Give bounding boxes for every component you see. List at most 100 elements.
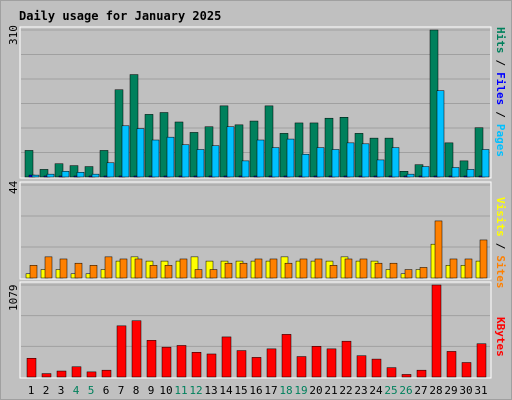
bar-sites: [59, 258, 68, 279]
bar-kbytes: [446, 351, 457, 378]
bar-pages: [241, 160, 250, 178]
bar-sites: [464, 258, 473, 279]
panel-kbytes: [19, 281, 492, 379]
bar-kbytes: [26, 357, 37, 378]
legend-files: Files: [494, 72, 507, 105]
bar-sites: [74, 262, 83, 279]
bar-pages: [46, 173, 55, 178]
bar-sites: [224, 262, 233, 279]
bar-pages: [316, 147, 325, 178]
x-tick-label: 18: [279, 384, 292, 397]
x-tick-label: 10: [159, 384, 172, 397]
bar-pages: [226, 126, 235, 178]
bar-pages: [406, 173, 415, 178]
bar-pages: [331, 149, 340, 178]
bar-pages: [421, 166, 430, 178]
bar-kbytes: [431, 284, 442, 378]
bar-pages: [121, 125, 130, 178]
x-tick-label: 15: [234, 384, 247, 397]
bar-sites: [269, 258, 278, 279]
bar-sites: [119, 258, 128, 279]
bar-sites: [449, 258, 458, 279]
bar-kbytes: [266, 348, 277, 378]
x-tick-label: 1: [28, 384, 35, 397]
bar-sites: [104, 256, 113, 279]
x-tick-label: 12: [189, 384, 202, 397]
x-tick-label: 27: [414, 384, 427, 397]
bar-pages: [31, 174, 40, 178]
bar-pages: [271, 147, 280, 178]
bar-kbytes: [296, 356, 307, 378]
bar-pages: [466, 169, 475, 178]
bar-sites: [404, 269, 413, 279]
bar-sites: [149, 265, 158, 279]
bar-pages: [211, 145, 220, 178]
bar-hits: [24, 150, 34, 178]
bar-kbytes: [236, 350, 247, 378]
bar-kbytes: [386, 367, 397, 378]
legend-pages: Pages: [494, 124, 507, 157]
bar-sites: [434, 220, 443, 279]
legend-sep-2: /: [494, 111, 507, 118]
bar-kbytes: [311, 346, 322, 378]
bar-pages: [61, 171, 70, 178]
legend-mid: Visits / Sites: [494, 197, 507, 289]
y-max-label-mid: 44: [7, 180, 20, 194]
bar-pages: [136, 128, 145, 178]
bar-pages: [106, 162, 115, 178]
bar-kbytes: [41, 373, 52, 378]
x-tick-label: 30: [459, 384, 472, 397]
x-tick-label: 25: [384, 384, 397, 397]
bar-kbytes: [401, 374, 412, 378]
bar-sites: [209, 269, 218, 279]
x-tick-label: 17: [264, 384, 277, 397]
bar-kbytes: [176, 345, 187, 378]
bar-sites: [374, 262, 383, 279]
bar-pages: [286, 138, 295, 178]
x-tick-label: 22: [339, 384, 352, 397]
bar-pages: [181, 144, 190, 178]
legend-top: Hits / Files / Pages: [494, 27, 507, 157]
bar-kbytes: [206, 353, 217, 378]
bar-sites: [164, 265, 173, 279]
bar-kbytes: [146, 340, 157, 378]
bar-kbytes: [251, 357, 262, 378]
x-tick-label: 13: [204, 384, 217, 397]
bar-pages: [76, 172, 85, 178]
bar-sites: [299, 258, 308, 279]
bar-kbytes: [341, 340, 352, 378]
bar-kbytes: [356, 355, 367, 378]
bar-kbytes: [416, 369, 427, 378]
x-tick-label: 2: [43, 384, 50, 397]
bar-pages: [376, 159, 385, 178]
bar-sites: [179, 258, 188, 279]
x-tick-label: 29: [444, 384, 457, 397]
bar-pages: [436, 90, 445, 178]
bar-kbytes: [191, 352, 202, 378]
bar-sites: [344, 258, 353, 279]
bar-kbytes: [71, 366, 82, 378]
bar-pages: [196, 149, 205, 178]
x-tick-label: 8: [133, 384, 140, 397]
x-tick-label: 20: [309, 384, 322, 397]
x-tick-label: 4: [73, 384, 80, 397]
x-tick-label: 7: [118, 384, 125, 397]
bar-pages: [481, 149, 490, 178]
bar-sites: [419, 267, 428, 279]
bar-sites: [29, 265, 38, 279]
legend-kbytes: KBytes: [494, 317, 507, 357]
bar-pages: [361, 143, 370, 178]
bar-sites: [389, 262, 398, 279]
bar-pages: [301, 153, 310, 178]
bar-kbytes: [476, 343, 487, 378]
bar-sites: [89, 265, 98, 279]
x-tick-label: 6: [103, 384, 110, 397]
bar-sites: [239, 262, 248, 279]
bar-pages: [91, 173, 100, 178]
bar-pages: [451, 167, 460, 178]
bar-pages: [346, 142, 355, 178]
legend-sites: Sites: [494, 255, 507, 288]
x-tick-label: 21: [324, 384, 337, 397]
